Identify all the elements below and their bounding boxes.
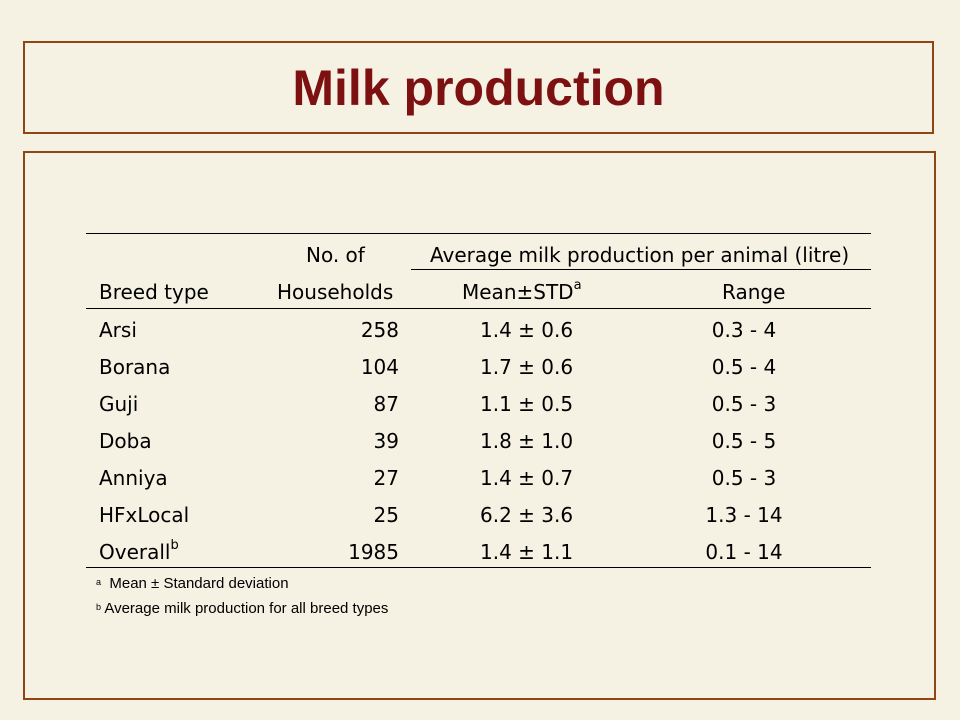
mean-std-header: Mean±STDa [462,278,582,304]
households-cell: 258 [360,318,399,342]
mean-std-cell: 6.2 ± 3.6 [480,503,574,527]
content-frame [23,151,936,700]
breed-cell: Anniya [99,466,168,490]
mean-std-cell: 1.4 ± 0.7 [480,466,574,490]
mean-std-cell: 1.1 ± 0.5 [480,392,574,416]
mean-std-cell: 1.7 ± 0.6 [480,355,574,379]
slide-title: Milk production [292,59,665,116]
breed-cell: HFxLocal [99,503,190,527]
households-cell: 104 [360,355,399,379]
households-cell: 25 [373,503,399,527]
range-header: Range [722,280,786,304]
households-cell: 39 [373,429,399,453]
footnote-a: a Mean ± Standard deviation [96,575,289,592]
range-cell: 1.3 - 14 [705,503,783,527]
households-cell: 27 [373,466,399,490]
households-header-line2: Households [277,280,394,304]
range-cell: 0.5 - 3 [711,392,777,416]
table-bottom-rule [86,567,871,568]
range-cell: 0.3 - 4 [711,318,777,342]
footnote-b: b Average milk production for all breed … [96,600,389,617]
breed-cell: Guji [99,392,139,416]
range-cell: 0.5 - 3 [711,466,777,490]
range-cell: 0.1 - 14 [705,540,783,564]
breed-type-header: Breed type [99,280,209,304]
range-cell: 0.5 - 4 [711,355,777,379]
mean-std-cell: 1.8 ± 1.0 [480,429,574,453]
range-cell: 0.5 - 5 [711,429,777,453]
breed-cell: Doba [99,429,152,453]
breed-cell: Overallb [99,538,179,564]
table-top-rule [86,233,871,234]
households-header-line1: No. of [306,243,365,267]
mean-std-cell: 1.4 ± 1.1 [480,540,574,564]
avg-production-header: Average milk production per animal (litr… [430,243,850,267]
header-bottom-rule [86,308,871,309]
breed-cell: Borana [99,355,171,379]
households-cell: 1985 [348,540,399,564]
households-cell: 87 [373,392,399,416]
title-frame: Milk production [23,41,934,134]
spanning-header-rule [411,269,871,270]
breed-cell: Arsi [99,318,137,342]
mean-std-cell: 1.4 ± 0.6 [480,318,574,342]
